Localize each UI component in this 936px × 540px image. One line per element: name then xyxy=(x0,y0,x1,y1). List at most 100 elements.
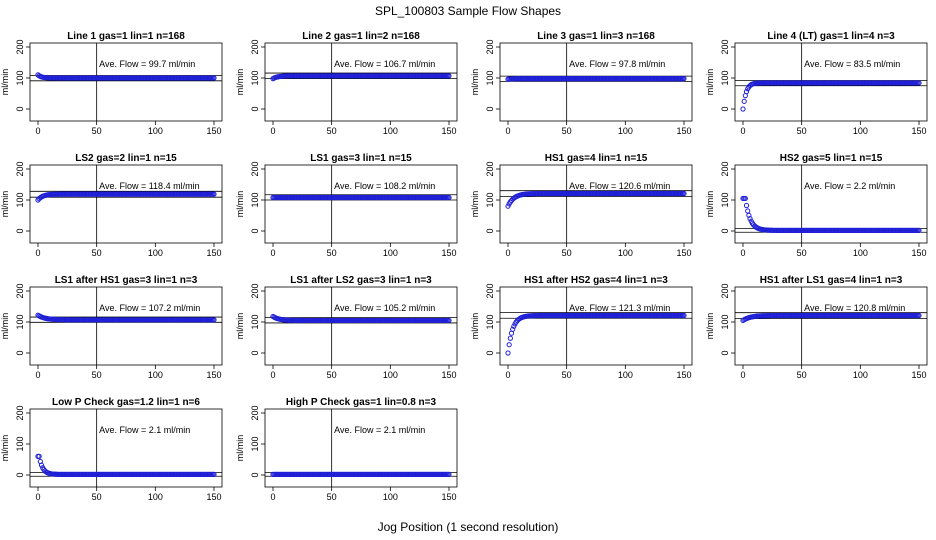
x-tick-label: 100 xyxy=(148,370,163,380)
y-tick-label: 100 xyxy=(250,436,260,451)
plot-frame xyxy=(734,286,928,366)
plot-frame xyxy=(734,42,928,122)
y-tick-label: 100 xyxy=(250,192,260,207)
data-point xyxy=(507,335,513,341)
data-point xyxy=(742,93,748,99)
panel-title: HS2 gas=5 lin=1 n=15 xyxy=(780,153,883,164)
y-tick-label: 100 xyxy=(15,314,25,329)
data-point xyxy=(446,73,452,79)
x-tick-label: 50 xyxy=(92,248,102,258)
y-axis-label: ml/min xyxy=(470,313,480,340)
x-tick-label: 0 xyxy=(740,248,745,258)
y-axis-label: ml/min xyxy=(0,191,10,218)
x-tick-label: 150 xyxy=(441,492,456,502)
plot-frame xyxy=(734,164,928,244)
panel-title: LS1 gas=3 lin=1 n=15 xyxy=(310,153,412,164)
x-tick-label: 100 xyxy=(148,248,163,258)
y-tick-label: 100 xyxy=(15,192,25,207)
x-tick-label: 0 xyxy=(505,370,510,380)
x-tick-label: 100 xyxy=(618,370,633,380)
y-tick-label: 0 xyxy=(15,350,25,355)
y-tick-label: 0 xyxy=(485,228,495,233)
y-tick-label: 0 xyxy=(15,106,25,111)
panel-title: High P Check gas=1 lin=0.8 n=3 xyxy=(286,397,437,408)
y-axis-label: ml/min xyxy=(705,313,715,340)
x-tick-label: 0 xyxy=(505,126,510,136)
y-tick-label: 200 xyxy=(250,283,260,298)
y-tick-label: 200 xyxy=(250,161,260,176)
plot-frame xyxy=(29,164,223,244)
y-tick-label: 0 xyxy=(15,472,25,477)
x-tick-label: 100 xyxy=(383,370,398,380)
x-tick-label: 150 xyxy=(911,370,926,380)
x-tick-label: 100 xyxy=(618,126,633,136)
data-point xyxy=(681,76,687,82)
y-axis-label: ml/min xyxy=(705,191,715,218)
y-tick-label: 0 xyxy=(250,472,260,477)
panel-title: Line 2 gas=1 lin=2 n=168 xyxy=(302,31,420,42)
y-tick-label: 200 xyxy=(720,283,730,298)
x-tick-label: 100 xyxy=(148,492,163,502)
x-tick-label: 100 xyxy=(853,126,868,136)
y-tick-label: 100 xyxy=(250,70,260,85)
x-tick-label: 50 xyxy=(327,248,337,258)
panel-title: Low P Check gas=1.2 lin=1 n=6 xyxy=(52,397,200,408)
average-flow-annotation: Ave. Flow = 120.6 ml/min xyxy=(569,181,670,191)
panel-9: LS1 after HS1 gas=3 lin=1 n=3 Ave. Flow =… xyxy=(0,275,223,380)
plot-frame xyxy=(499,286,693,366)
average-flow-annotation: Ave. Flow = 108.2 ml/min xyxy=(334,181,435,191)
panel-title: LS1 after HS1 gas=3 lin=1 n=3 xyxy=(55,275,198,286)
y-tick-label: 0 xyxy=(250,228,260,233)
x-tick-label: 150 xyxy=(206,370,221,380)
y-axis-label: ml/min xyxy=(470,191,480,218)
panel-8: HS2 gas=5 lin=1 n=15 Ave. Flow = 2.2 ml/m… xyxy=(705,153,928,258)
y-tick-label: 0 xyxy=(485,106,495,111)
data-point xyxy=(36,453,42,459)
y-tick-label: 100 xyxy=(485,70,495,85)
average-flow-annotation: Ave. Flow = 99.7 ml/min xyxy=(99,59,195,69)
x-tick-label: 150 xyxy=(206,248,221,258)
y-tick-label: 200 xyxy=(250,405,260,420)
panel-13: Low P Check gas=1.2 lin=1 n=6 Ave. Flow =… xyxy=(0,397,223,502)
y-axis-label: ml/min xyxy=(0,313,10,340)
figure-title: SPL_100803 Sample Flow Shapes xyxy=(375,4,561,18)
data-point xyxy=(740,106,746,112)
y-axis-label: ml/min xyxy=(235,69,245,96)
data-point xyxy=(446,194,452,201)
x-tick-label: 150 xyxy=(911,126,926,136)
data-point xyxy=(747,216,753,222)
panel-6: LS1 gas=3 lin=1 n=15 Ave. Flow = 108.2 ml… xyxy=(235,153,458,258)
y-tick-label: 100 xyxy=(720,314,730,329)
x-tick-label: 150 xyxy=(206,126,221,136)
panel-title: LS1 after LS2 gas=3 lin=1 n=3 xyxy=(290,275,432,286)
y-tick-label: 200 xyxy=(15,283,25,298)
x-tick-label: 50 xyxy=(327,370,337,380)
figure-xlabel: Jog Position (1 second resolution) xyxy=(378,520,559,534)
average-flow-annotation: Ave. Flow = 106.7 ml/min xyxy=(334,59,435,69)
x-tick-label: 100 xyxy=(853,248,868,258)
plot-frame xyxy=(264,42,458,122)
data-point xyxy=(211,317,217,323)
y-tick-label: 200 xyxy=(15,161,25,176)
x-tick-label: 150 xyxy=(911,248,926,258)
x-tick-label: 100 xyxy=(618,248,633,258)
x-tick-label: 150 xyxy=(441,126,456,136)
x-tick-label: 100 xyxy=(148,126,163,136)
x-tick-label: 0 xyxy=(505,248,510,258)
x-tick-label: 0 xyxy=(35,126,40,136)
average-flow-annotation: Ave. Flow = 97.8 ml/min xyxy=(569,59,665,69)
average-flow-annotation: Ave. Flow = 121.3 ml/min xyxy=(569,303,670,313)
x-tick-label: 0 xyxy=(270,492,275,502)
y-tick-label: 200 xyxy=(485,39,495,54)
average-flow-annotation: Ave. Flow = 2.2 ml/min xyxy=(804,181,895,191)
panel-4: Line 4 (LT) gas=1 lin=4 n=3 Ave. Flow = 8… xyxy=(705,31,928,136)
plot-frame xyxy=(29,42,223,122)
data-point xyxy=(506,342,512,348)
x-tick-label: 50 xyxy=(562,370,572,380)
x-tick-label: 150 xyxy=(676,370,691,380)
y-tick-label: 100 xyxy=(250,314,260,329)
y-tick-label: 100 xyxy=(15,70,25,85)
y-tick-label: 200 xyxy=(485,161,495,176)
x-tick-label: 0 xyxy=(35,248,40,258)
average-flow-annotation: Ave. Flow = 2.1 ml/min xyxy=(99,425,190,435)
